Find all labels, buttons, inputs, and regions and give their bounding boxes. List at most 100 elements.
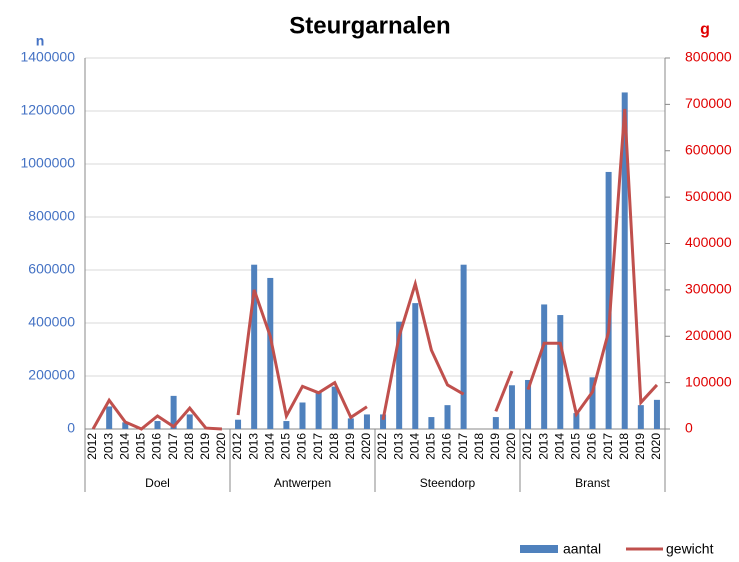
bar (460, 264, 467, 429)
x-tick-label: 2020 (649, 433, 663, 460)
line (236, 289, 368, 421)
bar (363, 414, 370, 429)
legend-swatch (520, 545, 558, 553)
bar (412, 303, 419, 429)
x-tick-label: 2012 (85, 433, 99, 460)
bar (444, 405, 451, 429)
x-tick-label: 2015 (134, 433, 148, 460)
bar (573, 413, 580, 429)
group-label: Antwerpen (274, 476, 331, 490)
bar (541, 304, 548, 429)
x-tick-label: 2016 (585, 433, 599, 460)
y-tick-label: 800000 (28, 208, 75, 224)
bar (315, 391, 322, 429)
y2-tick-label: 700000 (685, 95, 732, 111)
line (526, 108, 659, 418)
bar (525, 379, 532, 429)
y2-tick-label: 600000 (685, 141, 732, 157)
x-tick-label: 2016 (440, 433, 454, 460)
x-tick-label: 2013 (101, 433, 115, 460)
legend-label: gewicht (666, 541, 714, 557)
bar (653, 399, 660, 429)
x-tick-label: 2019 (343, 433, 357, 460)
x-tick-label: 2020 (504, 433, 518, 460)
bar (621, 92, 628, 429)
bar (605, 171, 612, 429)
x-tick-label: 2020 (214, 433, 228, 460)
x-tick-label: 2018 (472, 433, 486, 460)
x-tick-label: 2018 (327, 433, 341, 460)
legend-label: aantal (563, 541, 601, 557)
x-tick-label: 2017 (311, 433, 325, 460)
bar (428, 417, 435, 429)
x-tick-label: 2016 (295, 433, 309, 460)
y2-tick-label: 300000 (685, 281, 732, 297)
bar (637, 405, 644, 429)
y2-tick-label: 100000 (685, 373, 732, 389)
x-tick-label: 2012 (520, 433, 534, 460)
y2-tick-label: 200000 (685, 327, 732, 343)
y-tick-label: 1400000 (20, 49, 75, 65)
x-tick-label: 2014 (407, 433, 421, 460)
bar (251, 264, 258, 429)
x-tick-label: 2019 (633, 433, 647, 460)
y-tick-label: 0 (67, 420, 75, 436)
x-tick-label: 2016 (150, 433, 164, 460)
bar (186, 414, 193, 429)
bar (347, 418, 354, 429)
x-tick-label: 2012 (375, 433, 389, 460)
x-tick-label: 2018 (617, 433, 631, 460)
x-tick-label: 2012 (230, 433, 244, 460)
x-tick-label: 2014 (117, 433, 131, 460)
bar (170, 395, 177, 429)
line (91, 397, 223, 431)
x-tick-label: 2013 (536, 433, 550, 460)
bar (299, 402, 306, 429)
bar (235, 419, 242, 429)
bar (557, 315, 564, 429)
y-axis-label: n (36, 33, 45, 49)
bar (283, 421, 290, 429)
y-tick-label: 1200000 (20, 102, 75, 118)
bar (122, 422, 129, 429)
chart-title: Steurgarnalen (289, 12, 450, 39)
x-tick-label: 2015 (279, 433, 293, 460)
x-tick-label: 2018 (182, 433, 196, 460)
x-tick-label: 2017 (166, 433, 180, 460)
bar (331, 386, 338, 429)
line (381, 278, 465, 421)
x-tick-label: 2017 (456, 433, 470, 460)
y2-tick-label: 0 (685, 420, 693, 436)
y-tick-label: 400000 (28, 314, 75, 330)
y2-tick-label: 800000 (685, 49, 732, 65)
x-tick-label: 2019 (198, 433, 212, 460)
x-tick-label: 2014 (262, 433, 276, 460)
bar (380, 414, 387, 429)
bar (106, 406, 113, 429)
x-tick-label: 2015 (569, 433, 583, 460)
y-tick-label: 600000 (28, 261, 75, 277)
bar (589, 377, 596, 429)
x-tick-label: 2014 (552, 433, 566, 460)
y2-tick-label: 400000 (685, 234, 732, 250)
group-label: Branst (575, 476, 610, 490)
bar (267, 277, 274, 429)
line (494, 370, 514, 412)
y-tick-label: 200000 (28, 367, 75, 383)
group-label: Steendorp (420, 476, 476, 490)
bar (492, 417, 499, 429)
x-tick-label: 2017 (601, 433, 615, 460)
bar (508, 385, 515, 429)
y2-axis-label: g (700, 21, 710, 38)
y2-tick-label: 500000 (685, 188, 732, 204)
x-tick-label: 2013 (246, 433, 260, 460)
bar (396, 321, 403, 429)
group-label: Doel (145, 476, 170, 490)
x-tick-label: 2019 (488, 433, 502, 460)
x-tick-label: 2020 (359, 433, 373, 460)
x-tick-label: 2013 (391, 433, 405, 460)
x-tick-label: 2015 (424, 433, 438, 460)
y-tick-label: 1000000 (20, 155, 75, 171)
bar (154, 421, 161, 429)
